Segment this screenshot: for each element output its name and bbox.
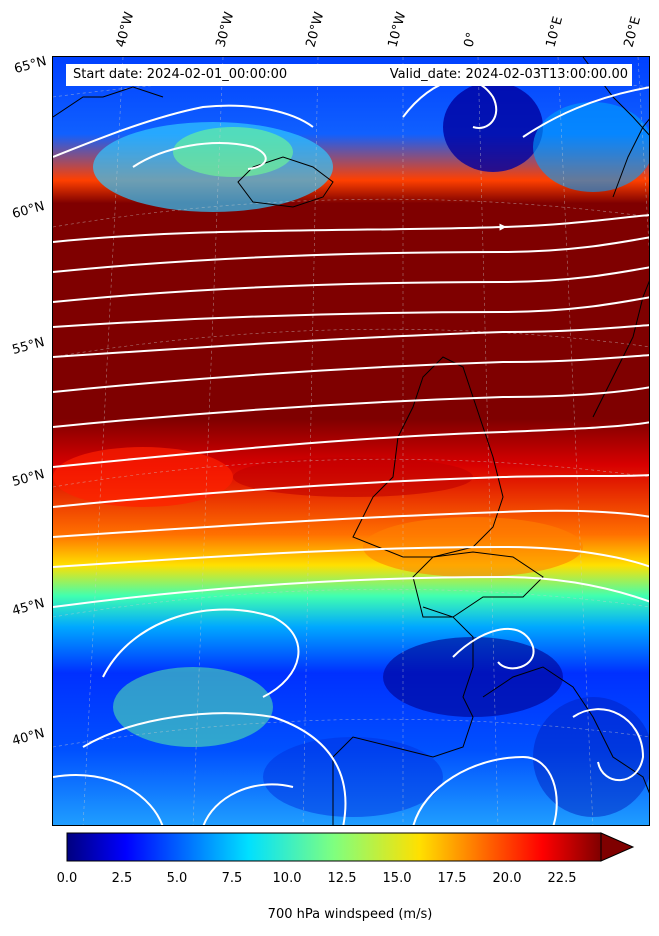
map-panel: [52, 56, 650, 826]
lon-label-20w: 20°W: [303, 10, 328, 49]
lat-label-65n: 65°N: [12, 54, 49, 77]
start-date-label: Start date: 2024-02-01_00:00:00: [73, 67, 288, 82]
lat-label-55n: 55°N: [10, 335, 47, 358]
windspeed-field: [53, 57, 649, 825]
lat-label-50n: 50°N: [10, 467, 47, 490]
colorbar-tick-0: 0.0: [56, 871, 78, 886]
colorbar-tick-15: 15.0: [382, 871, 412, 886]
info-bar: Start date: 2024-02-01_00:00:00 Valid_da…: [66, 64, 632, 86]
colorbar-tick-20: 20.0: [492, 871, 522, 886]
colorbar-extend-max: [600, 832, 635, 862]
colorbar-tick-12-5: 12.5: [327, 871, 357, 886]
lon-label-20e: 20°E: [621, 14, 645, 50]
colorbar-tick-2-5: 2.5: [111, 871, 133, 886]
colorbar-tick-22-5: 22.5: [547, 871, 577, 886]
lon-label-10w: 10°W: [385, 10, 410, 49]
lon-label-10e: 10°E: [543, 14, 567, 50]
streamlines: [53, 78, 649, 825]
colorbar-label: 700 hPa windspeed (m/s): [267, 907, 433, 922]
lon-label-0: 0°: [461, 30, 480, 49]
lon-label-30w: 30°W: [213, 10, 238, 49]
lat-label-45n: 45°N: [10, 596, 47, 619]
colorbar-tick-5: 5.0: [166, 871, 188, 886]
colorbar: [66, 832, 635, 862]
colorbar-fill: [66, 832, 602, 862]
valid-date-label: Valid_date: 2024-02-03T13:00:00.00: [389, 67, 628, 82]
colorbar-tick-7-5: 7.5: [221, 871, 243, 886]
lat-label-40n: 40°N: [10, 726, 47, 749]
lon-label-40w: 40°W: [113, 10, 138, 49]
colorbar-tick-10: 10.0: [272, 871, 302, 886]
lat-label-60n: 60°N: [10, 199, 47, 222]
colorbar-tick-17-5: 17.5: [437, 871, 467, 886]
